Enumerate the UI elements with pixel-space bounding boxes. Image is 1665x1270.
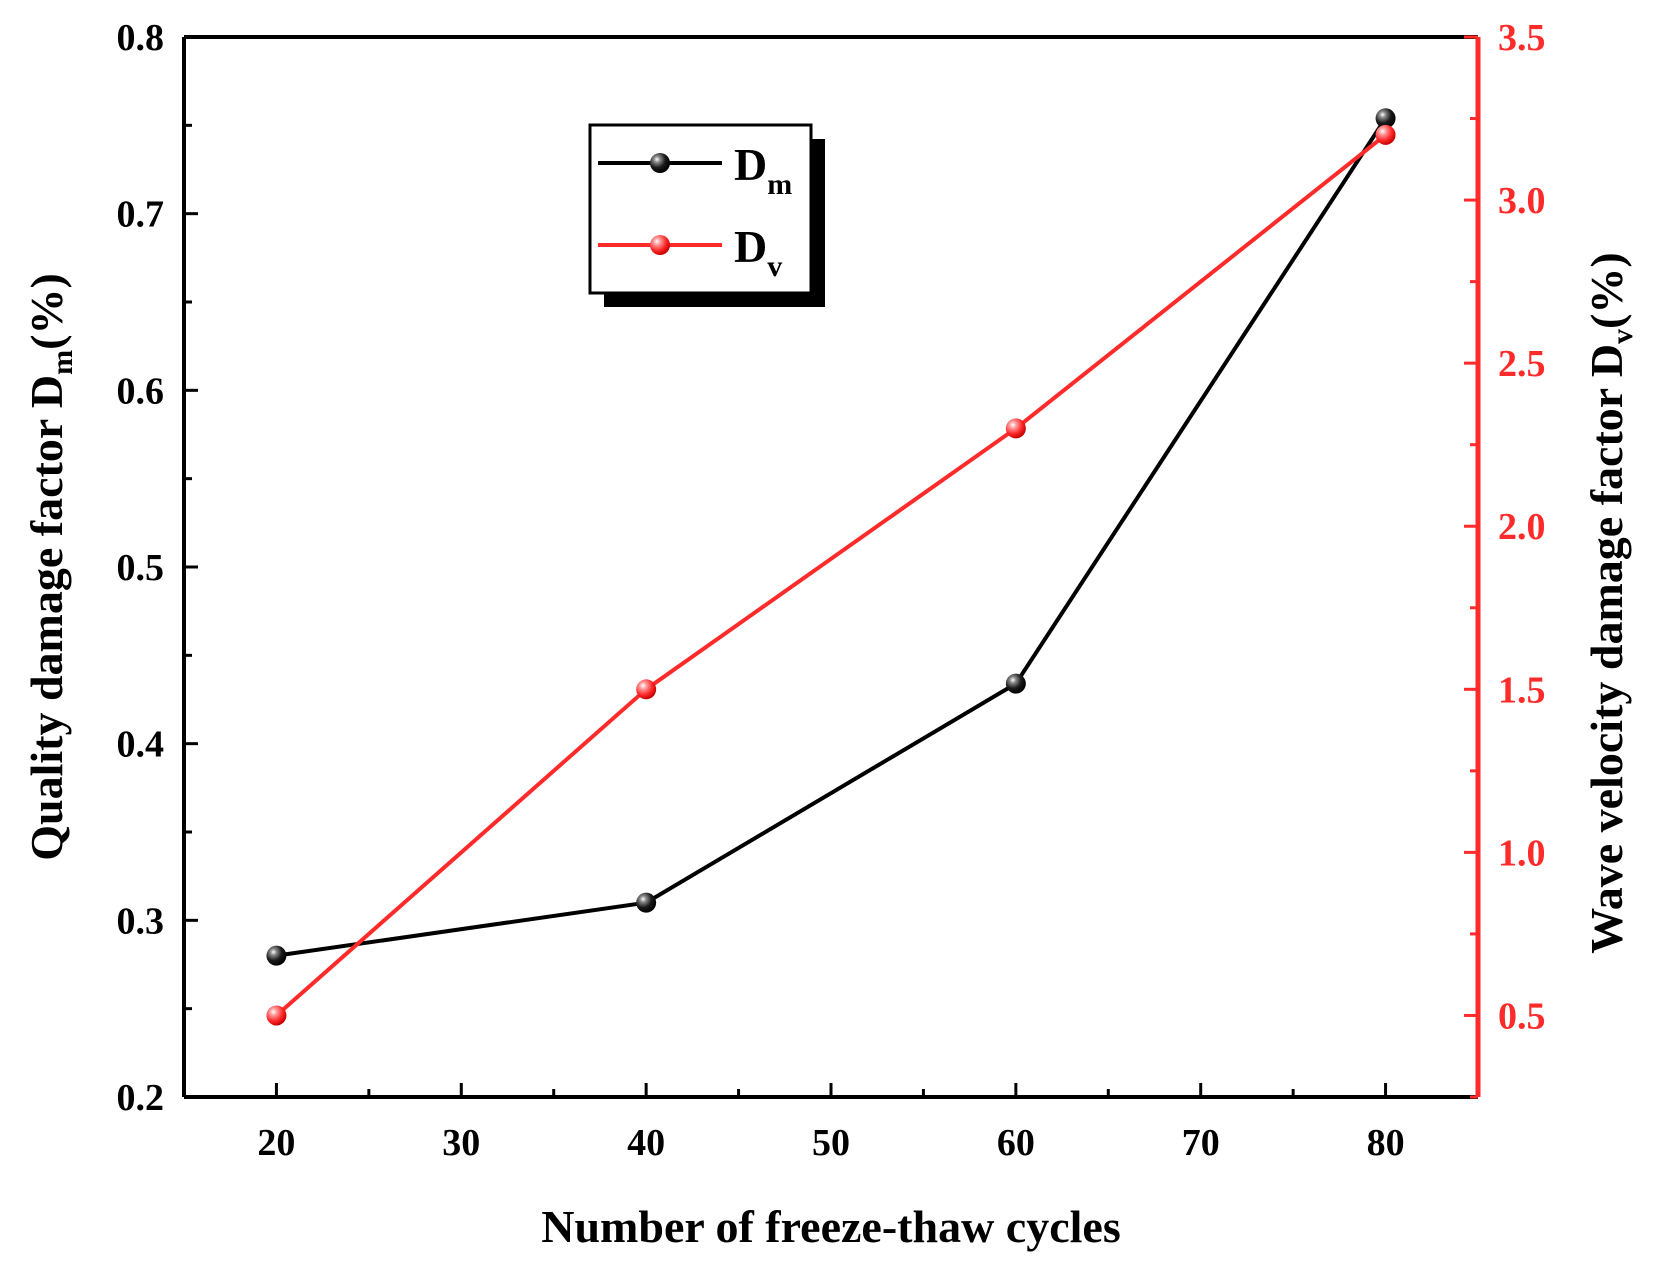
right-y-tick-label: 2.0 — [1498, 506, 1546, 548]
x-tick-label: 40 — [627, 1122, 665, 1164]
left-y-tick-label: 0.3 — [117, 900, 165, 942]
x-tick-label: 20 — [257, 1122, 295, 1164]
x-tick-label: 50 — [812, 1122, 850, 1164]
legend-label-dm-sub: m — [767, 168, 792, 201]
left-y-tick-label: 0.7 — [117, 194, 165, 236]
legend-label-dm: Dm — [734, 139, 792, 201]
legend-label-dm-main: D — [734, 139, 767, 190]
x-axis-title: Number of freeze-thaw cycles — [541, 1201, 1120, 1252]
left-y-axis-title-main: Quality damage factor D — [21, 375, 72, 861]
right-y-axis-title-sub: v — [1606, 329, 1639, 344]
right-y-tick-label: 1.0 — [1498, 832, 1546, 874]
legend-box — [588, 123, 813, 295]
x-tick-label: 30 — [442, 1122, 480, 1164]
right-y-axis-title-suffix: (%) — [1581, 252, 1632, 329]
right-y-tick-label: 2.5 — [1498, 343, 1546, 385]
data-point-dv — [1375, 124, 1396, 145]
data-point-dm — [266, 945, 287, 966]
series-line-dm — [276, 117, 1388, 958]
right-y-axis-title: Wave velocity damage factor Dv(%) — [1581, 252, 1639, 953]
legend-marker-dv — [650, 235, 670, 255]
x-tick-label: 80 — [1367, 1122, 1405, 1164]
data-point-dm — [636, 892, 657, 913]
x-tick-label: 70 — [1182, 1122, 1220, 1164]
legend-label-dv: Dv — [734, 221, 782, 283]
legend-label-dv-sub: v — [767, 250, 782, 283]
left-y-tick-label: 0.5 — [117, 547, 165, 589]
legend-label-dv-main: D — [734, 221, 767, 272]
x-tick-label: 60 — [997, 1122, 1035, 1164]
legend-marker-dm — [650, 153, 670, 173]
data-point-dv — [1005, 418, 1026, 439]
right-y-tick-label: 1.5 — [1498, 669, 1546, 711]
data-point-dm — [1005, 673, 1026, 694]
left-y-axis-title-sub: m — [46, 350, 79, 375]
data-point-dm — [1375, 108, 1396, 129]
series-line-dv — [275, 133, 1387, 1017]
left-y-axis-title: Quality damage factor Dm(%) — [21, 273, 79, 861]
right-y-tick-label: 3.5 — [1498, 17, 1546, 59]
left-y-axis-title-suffix: (%) — [21, 273, 72, 350]
left-y-tick-label: 0.8 — [117, 17, 165, 59]
right-y-axis-title-main: Wave velocity damage factor D — [1581, 344, 1632, 954]
right-y-tick-label: 3.0 — [1498, 180, 1546, 222]
left-y-tick-label: 0.4 — [117, 724, 165, 766]
data-point-dv — [636, 679, 657, 700]
left-y-tick-label: 0.2 — [117, 1077, 165, 1119]
left-y-tick-label: 0.6 — [117, 370, 165, 412]
right-y-tick-label: 0.5 — [1498, 995, 1546, 1037]
legend: Dm Dv — [588, 123, 825, 307]
data-point-dv — [266, 1005, 287, 1026]
